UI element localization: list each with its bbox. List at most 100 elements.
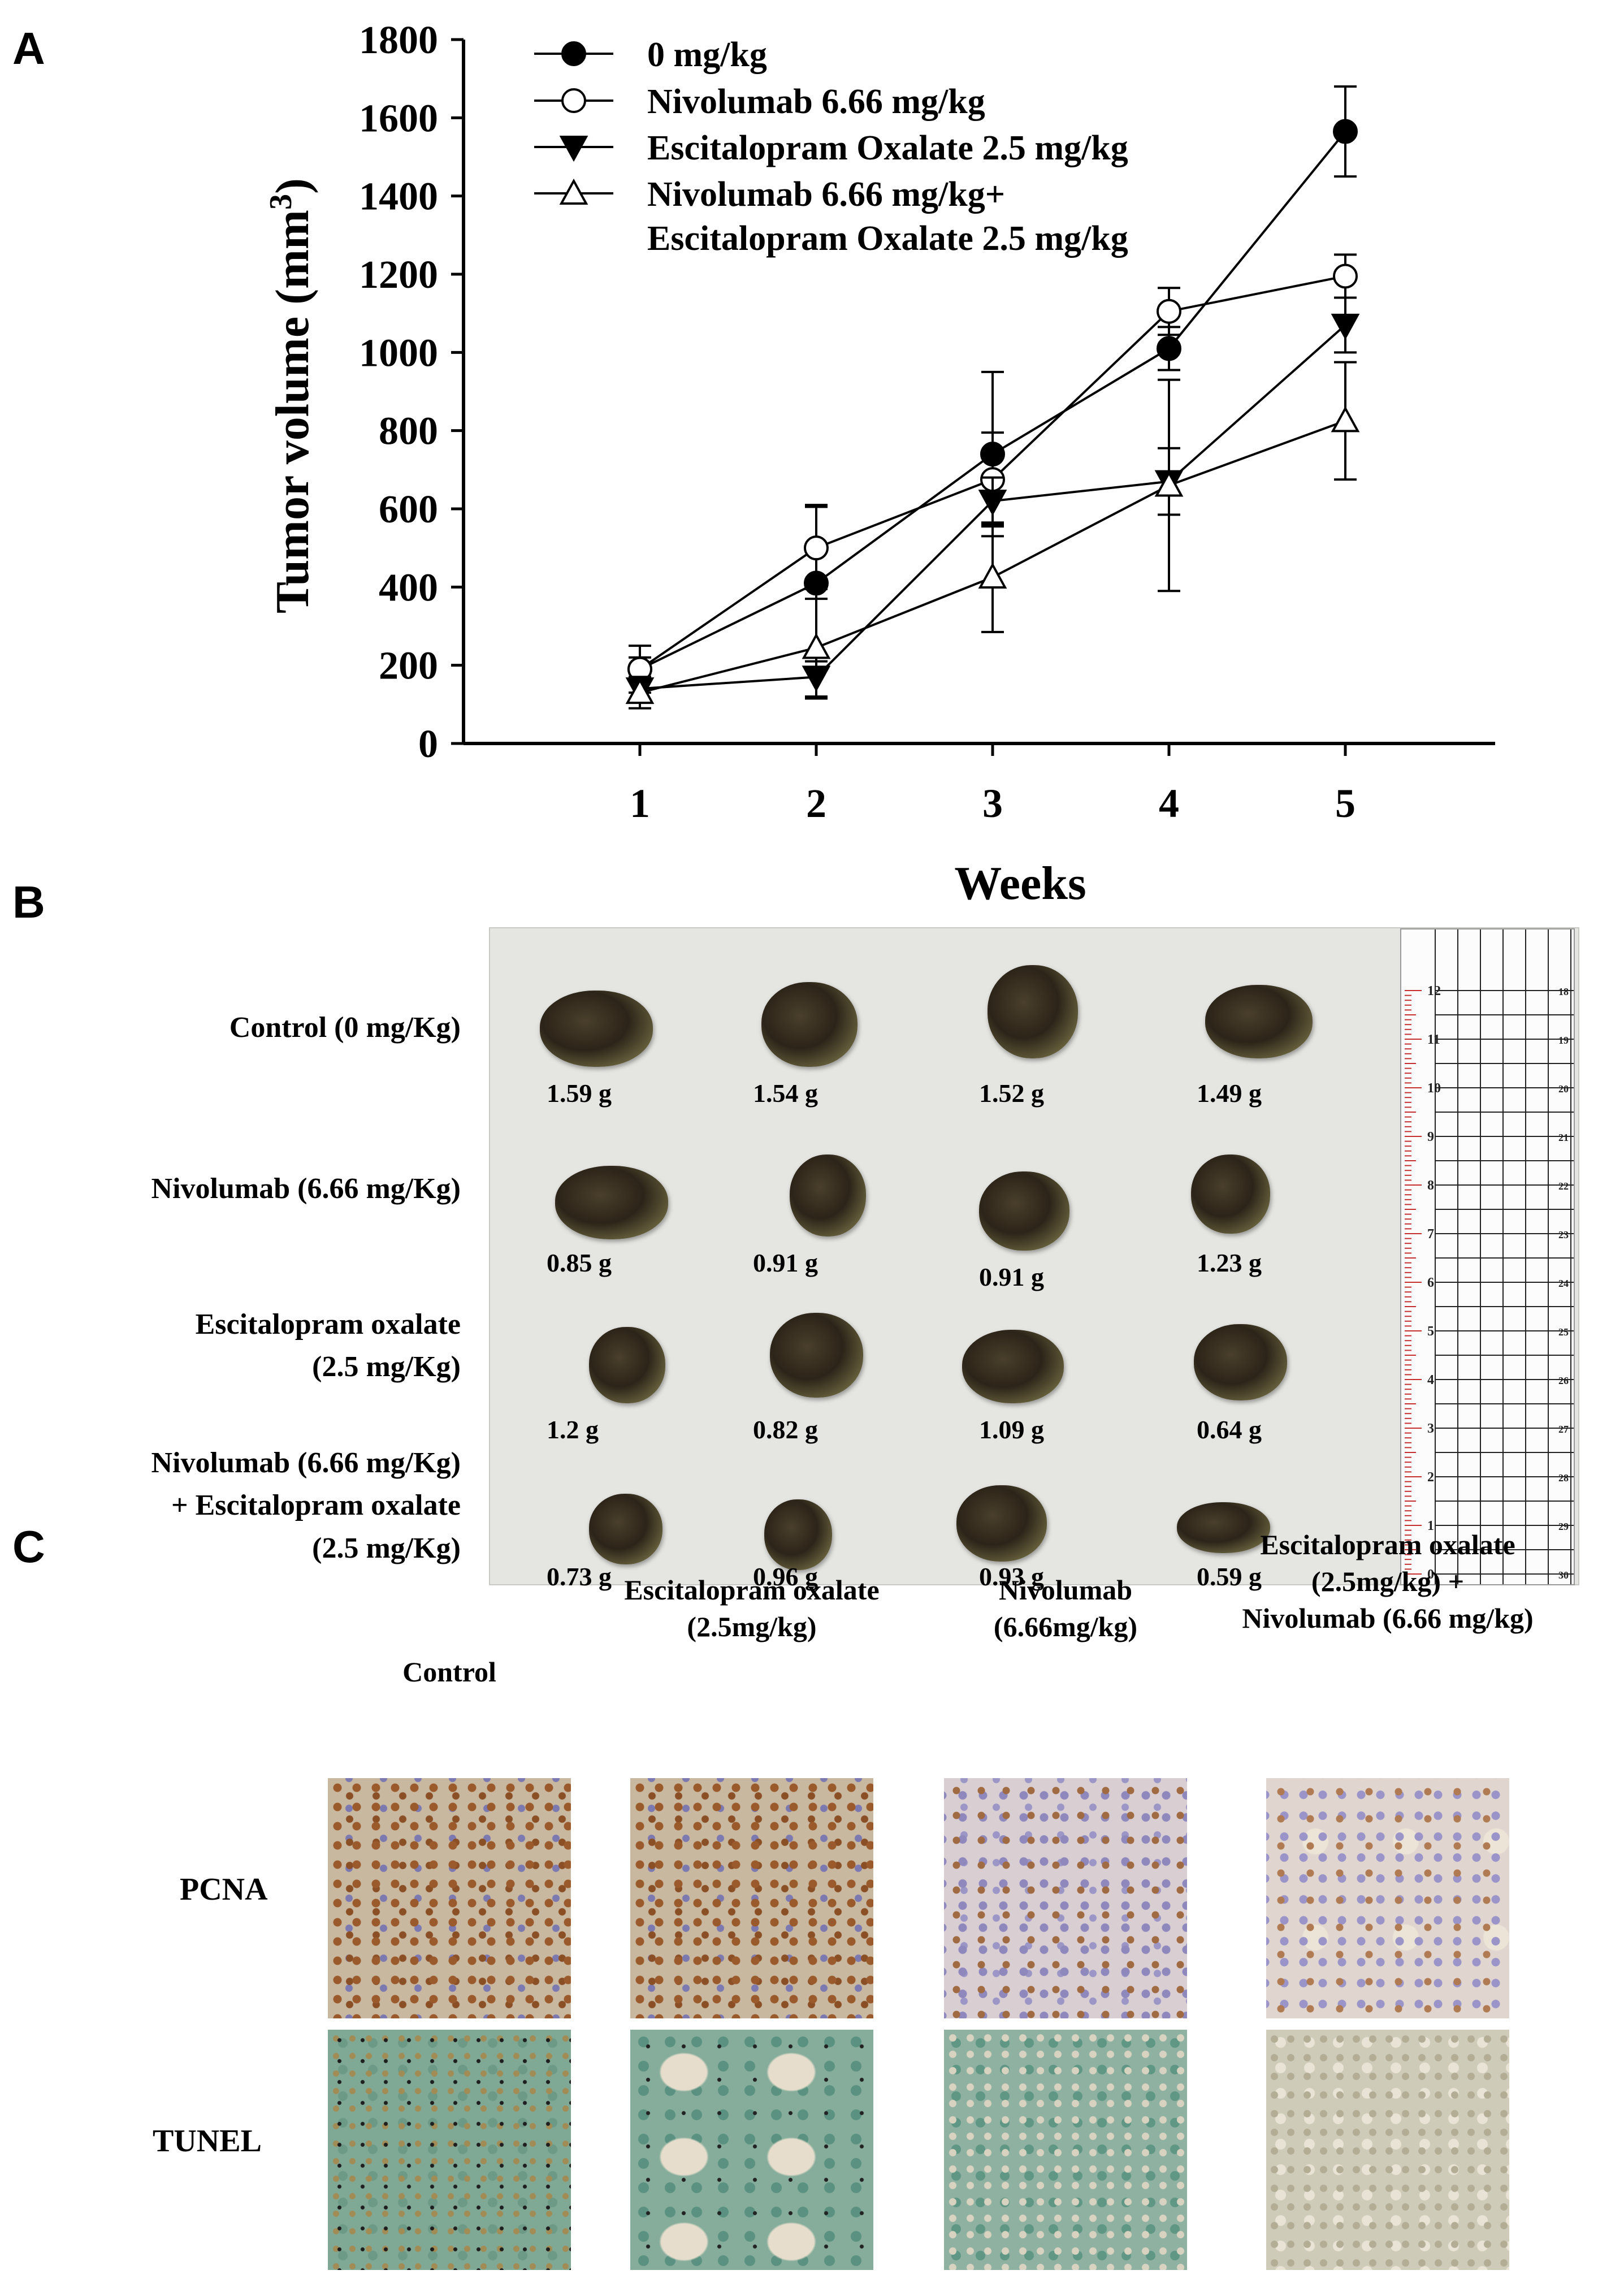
data-point bbox=[1331, 406, 1360, 433]
x-tick-label: 3 bbox=[982, 781, 1003, 826]
ruler-number: 23 bbox=[1558, 1229, 1569, 1240]
tumor-weight-label: 0.91 g bbox=[979, 1262, 1044, 1291]
x-tick-label: 4 bbox=[1159, 781, 1179, 826]
pcna-micrograph bbox=[630, 1778, 873, 2018]
legend-entry: Escitalopram Oxalate 2.5 mg/kg bbox=[534, 129, 1128, 167]
ruler-number: 27 bbox=[1558, 1424, 1569, 1435]
tumor-specimen bbox=[956, 1485, 1047, 1562]
ruler-number: 25 bbox=[1558, 1326, 1569, 1338]
data-point bbox=[804, 535, 829, 561]
ruler-number: 20 bbox=[1558, 1083, 1569, 1095]
chart-axes bbox=[462, 40, 1495, 745]
photo-row-label-line: Control (0 mg/Kg) bbox=[229, 1011, 461, 1044]
legend-label: Nivolumab 6.66 mg/kg+ bbox=[647, 175, 1005, 214]
tumor-weight-label: 1.09 g bbox=[979, 1415, 1044, 1444]
legend-marker bbox=[559, 136, 588, 162]
ruler-number: 9 bbox=[1427, 1130, 1434, 1144]
panel-label-c: C bbox=[12, 1521, 45, 1572]
tumor-specimen bbox=[555, 1166, 668, 1239]
histology-column-title-line: Control bbox=[402, 1656, 496, 1688]
tumor-specimen bbox=[589, 1327, 665, 1403]
tumor-specimen bbox=[1191, 1155, 1270, 1234]
ruler-number: 11 bbox=[1427, 1032, 1440, 1047]
tumor-weight-label: 0.91 g bbox=[753, 1248, 818, 1277]
photo-row-label: Escitalopram oxalate (2.5 mg/Kg) bbox=[20, 1303, 461, 1389]
x-tick-label: 5 bbox=[1335, 781, 1356, 826]
tumor-weight-label: 0.59 g bbox=[1197, 1562, 1262, 1591]
ruler-number: 12 bbox=[1427, 984, 1441, 998]
histology-column-title: Escitalopram oxalate (2.5mg/kg) bbox=[568, 1572, 936, 1645]
tumor-weight-label: 1.59 g bbox=[547, 1079, 612, 1108]
data-point bbox=[625, 677, 655, 704]
data-point bbox=[978, 490, 1007, 516]
ruler-number: 6 bbox=[1427, 1275, 1434, 1290]
ruler-number: 5 bbox=[1427, 1324, 1434, 1339]
legend-entry: Nivolumab 6.66 mg/kg+ Escitalopram Oxalat… bbox=[534, 175, 1128, 258]
legend-marker bbox=[559, 178, 588, 205]
y-axis-title-text: Tumor volume (mm bbox=[266, 210, 319, 613]
legend-label: Nivolumab 6.66 mg/kg bbox=[647, 83, 985, 121]
y-tick-label: 1000 bbox=[359, 331, 438, 375]
series-layer bbox=[625, 85, 1360, 710]
tumor-specimen bbox=[1194, 1324, 1287, 1400]
chart-legend: 0 mg/kg Nivolumab 6.66 mg/kg Escitalopram … bbox=[534, 36, 1128, 258]
data-point bbox=[802, 633, 831, 659]
tumor-specimen bbox=[1205, 985, 1313, 1058]
ruler-number: 18 bbox=[1558, 986, 1569, 997]
data-point bbox=[1157, 336, 1181, 361]
y-tick-label: 400 bbox=[379, 566, 438, 609]
photo-row-label-line: (2.5 mg/Kg) bbox=[312, 1532, 461, 1564]
tumor-specimen bbox=[1177, 1502, 1270, 1553]
histology-column-title-line: Nivolumab (6.66 mg/kg) bbox=[1242, 1602, 1534, 1634]
y-tick-label: 1800 bbox=[359, 19, 438, 62]
photo-row-label-line: Nivolumab (6.66 mg/Kg) bbox=[151, 1447, 461, 1479]
tumor-specimen bbox=[790, 1155, 866, 1236]
tumor-specimen bbox=[962, 1330, 1064, 1403]
ruler-number: 2 bbox=[1427, 1470, 1434, 1485]
panel-label-b: B bbox=[12, 877, 45, 927]
pcna-micrograph bbox=[1266, 1778, 1509, 2018]
y-tick-label: 0 bbox=[418, 723, 438, 766]
legend-marker bbox=[561, 88, 586, 113]
y-tick-label: 200 bbox=[379, 645, 438, 688]
histology-column-title-line: (2.5mg/kg) bbox=[687, 1611, 817, 1642]
photo-row-label-line: + Escitalopram oxalate bbox=[171, 1489, 461, 1522]
tumor-weight-label: 1.49 g bbox=[1197, 1079, 1262, 1108]
ruler-number: 21 bbox=[1558, 1132, 1569, 1143]
legend-marker bbox=[561, 41, 586, 66]
histology-column-title: Control bbox=[266, 1654, 633, 1690]
photo-row-label: Nivolumab (6.66 mg/Kg) + Escitalopram oxa… bbox=[20, 1442, 461, 1569]
histology-column-title-line: Escitalopram oxalate bbox=[624, 1574, 880, 1606]
tumor-weight-label: 0.96 g bbox=[753, 1562, 818, 1591]
tumor-specimen bbox=[770, 1313, 863, 1398]
ruler-number: 24 bbox=[1558, 1278, 1569, 1289]
photo-row-label-line: Escitalopram oxalate bbox=[195, 1308, 461, 1341]
panel-label-a: A bbox=[12, 23, 45, 73]
tumor-weight-label: 1.54 g bbox=[753, 1079, 818, 1108]
y-axis-title: Tumor volume (mm3) bbox=[263, 178, 319, 613]
tumor-weight-label: 1.23 g bbox=[1197, 1248, 1262, 1277]
stain-row-label: TUNEL bbox=[153, 2124, 262, 2159]
ruler-number: 0 bbox=[1427, 1567, 1434, 1582]
y-tick-label: 1400 bbox=[359, 175, 438, 219]
tumor-weight-label: 0.93 g bbox=[979, 1562, 1044, 1591]
ruler-number: 28 bbox=[1558, 1472, 1569, 1484]
photo-row-label-line: Nivolumab (6.66 mg/Kg) bbox=[151, 1173, 461, 1205]
tumor-weight-label: 0.82 g bbox=[753, 1415, 818, 1444]
tumor-weight-label: 0.85 g bbox=[547, 1248, 612, 1277]
histology-column-title-line: Nivolumab bbox=[998, 1574, 1133, 1606]
ruler: 0 1 2 3 4 5 6 7 8 9 10 11 12 30 29 28 27 26 25 24 23 22 21 20 19… bbox=[1400, 928, 1575, 1585]
tumor-specimen bbox=[764, 1499, 832, 1570]
tunel-micrograph bbox=[944, 2030, 1187, 2270]
legend-entry: Nivolumab 6.66 mg/kg bbox=[534, 83, 985, 121]
data-point bbox=[1333, 263, 1358, 289]
data-point bbox=[1154, 470, 1184, 497]
ruler-number: 1 bbox=[1427, 1519, 1434, 1533]
pcna-micrograph bbox=[944, 1778, 1187, 2018]
tumor-specimen bbox=[988, 965, 1078, 1058]
x-tick-label: 2 bbox=[806, 781, 826, 826]
photo-row-label: Control (0 mg/Kg) bbox=[20, 1006, 461, 1049]
y-tick-label: 1600 bbox=[359, 97, 438, 140]
histology-column-title: Nivolumab (6.66mg/kg) bbox=[882, 1572, 1249, 1645]
